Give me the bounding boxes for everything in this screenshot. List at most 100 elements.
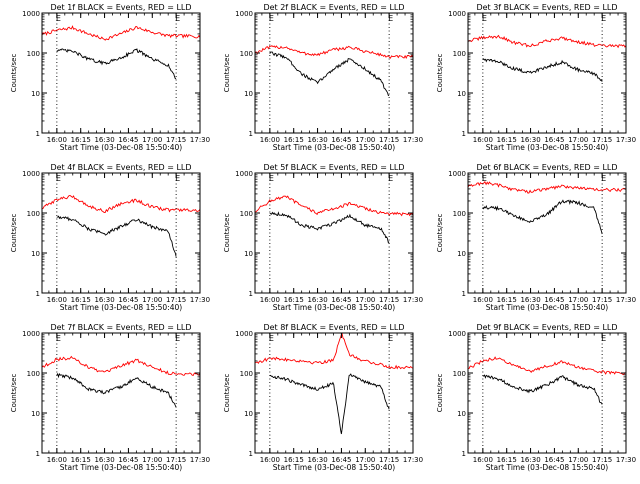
- x-tick-label: 17:30: [190, 136, 210, 144]
- series-line-lld: [468, 34, 626, 49]
- panel-9: Det 9f BLACK = Events, RED = LLD E E 1 10 100…: [436, 323, 636, 472]
- panel-title: Det 1f BLACK = Events, RED = LLD: [50, 3, 191, 12]
- x-tick-label: 16:15: [71, 136, 91, 144]
- x-tick-label: 16:45: [544, 456, 564, 464]
- x-tick-label: 16:45: [544, 136, 564, 144]
- x-tick-label: 17:15: [166, 296, 186, 304]
- x-tick-label: 17:00: [142, 456, 162, 464]
- x-axis-label: Start Time (03-Dec-08 15:50:40): [60, 143, 182, 152]
- x-tick-label: 16:15: [284, 136, 304, 144]
- marker-label: E: [175, 174, 180, 183]
- y-axis-label: Counts/sec: [10, 54, 18, 93]
- series-line-lld: [42, 25, 200, 41]
- x-tick-label: 16:30: [94, 456, 114, 464]
- panel-title: Det 3f BLACK = Events, RED = LLD: [476, 3, 617, 12]
- y-tick-label: 10: [31, 410, 40, 418]
- marker-label: E: [175, 14, 180, 23]
- series-line-events: [482, 199, 603, 235]
- x-tick-label: 16:15: [71, 296, 91, 304]
- x-tick-label: 17:15: [379, 456, 399, 464]
- y-tick-label: 100: [453, 50, 466, 58]
- x-tick-label: 17:30: [403, 136, 423, 144]
- series-line-lld: [468, 180, 626, 194]
- marker-label: E: [56, 334, 61, 343]
- y-tick-label: 10: [244, 410, 253, 418]
- x-tick-label: 17:15: [166, 136, 186, 144]
- x-tick-label: 16:15: [497, 296, 517, 304]
- marker-label: E: [601, 174, 606, 183]
- panel-title: Det 5f BLACK = Events, RED = LLD: [263, 163, 404, 172]
- y-axis-label: Counts/sec: [223, 214, 231, 253]
- x-tick-label: 17:15: [592, 136, 612, 144]
- x-axis-label: Start Time (03-Dec-08 15:50:40): [486, 143, 608, 152]
- marker-label: E: [269, 334, 274, 343]
- plot-frame: [467, 332, 627, 454]
- series-line-events: [269, 211, 390, 244]
- y-tick-label: 1: [249, 130, 253, 138]
- y-axis-label: Counts/sec: [436, 214, 444, 253]
- y-tick-label: 100: [27, 50, 40, 58]
- x-tick-label: 17:00: [355, 456, 375, 464]
- x-axis-label: Start Time (03-Dec-08 15:50:40): [273, 303, 395, 312]
- y-axis-label: Counts/sec: [223, 54, 231, 93]
- y-tick-label: 1000: [22, 10, 40, 18]
- panel-2: Det 2f BLACK = Events, RED = LLD E E 1 10 100…: [223, 3, 423, 152]
- x-tick-label: 16:00: [473, 136, 493, 144]
- marker-label: E: [601, 334, 606, 343]
- marker-label: E: [388, 334, 393, 343]
- x-tick-label: 16:45: [331, 296, 351, 304]
- x-tick-label: 17:15: [379, 296, 399, 304]
- y-tick-label: 1: [249, 450, 253, 458]
- y-tick-label: 10: [457, 410, 466, 418]
- x-tick-label: 16:45: [331, 456, 351, 464]
- x-tick-label: 16:45: [118, 296, 138, 304]
- marker-label: E: [482, 174, 487, 183]
- x-tick-label: 16:45: [118, 136, 138, 144]
- y-tick-label: 1000: [22, 170, 40, 178]
- panel-6: Det 6f BLACK = Events, RED = LLD E E 1 10 100…: [436, 163, 636, 312]
- y-tick-label: 100: [453, 210, 466, 218]
- panel-5: Det 5f BLACK = Events, RED = LLD E E 1 10 100…: [223, 163, 423, 312]
- series-line-events: [56, 48, 177, 80]
- y-tick-label: 1: [462, 290, 466, 298]
- series-line-events: [56, 372, 177, 408]
- x-axis-label: Start Time (03-Dec-08 15:50:40): [60, 463, 182, 472]
- x-tick-label: 16:15: [497, 136, 517, 144]
- x-tick-label: 17:00: [142, 296, 162, 304]
- marker-label: E: [269, 14, 274, 23]
- x-tick-label: 17:30: [190, 456, 210, 464]
- x-axis-label: Start Time (03-Dec-08 15:50:40): [273, 143, 395, 152]
- y-tick-label: 1000: [448, 10, 466, 18]
- series-line-events: [269, 51, 390, 96]
- y-axis-label: Counts/sec: [10, 214, 18, 253]
- x-tick-label: 17:15: [592, 296, 612, 304]
- plot-frame: [254, 172, 414, 294]
- panel-7: Det 7f BLACK = Events, RED = LLD E E 1 10 100…: [10, 323, 210, 472]
- panel-1: Det 1f BLACK = Events, RED = LLD E E 1 10 100…: [10, 3, 210, 152]
- x-tick-label: 16:45: [118, 456, 138, 464]
- x-tick-label: 17:00: [355, 136, 375, 144]
- x-tick-label: 16:15: [284, 456, 304, 464]
- y-tick-label: 100: [240, 210, 253, 218]
- y-tick-label: 1: [36, 290, 40, 298]
- x-tick-label: 17:30: [616, 456, 636, 464]
- x-tick-label: 17:00: [568, 296, 588, 304]
- panel-title: Det 7f BLACK = Events, RED = LLD: [50, 323, 191, 332]
- series-line-lld: [42, 355, 200, 377]
- panel-8: Det 8f BLACK = Events, RED = LLD E E 1 10 100…: [223, 323, 423, 472]
- x-tick-label: 17:00: [568, 136, 588, 144]
- x-tick-label: 17:30: [403, 296, 423, 304]
- x-tick-label: 17:15: [166, 456, 186, 464]
- y-tick-label: 1000: [235, 330, 253, 338]
- x-tick-label: 16:30: [520, 296, 540, 304]
- x-tick-label: 16:00: [260, 136, 280, 144]
- y-tick-label: 10: [457, 250, 466, 258]
- y-tick-label: 10: [31, 90, 40, 98]
- x-axis-label: Start Time (03-Dec-08 15:50:40): [486, 303, 608, 312]
- y-tick-label: 1: [462, 450, 466, 458]
- x-tick-label: 17:00: [142, 136, 162, 144]
- x-tick-label: 17:30: [616, 136, 636, 144]
- x-axis-label: Start Time (03-Dec-08 15:50:40): [60, 303, 182, 312]
